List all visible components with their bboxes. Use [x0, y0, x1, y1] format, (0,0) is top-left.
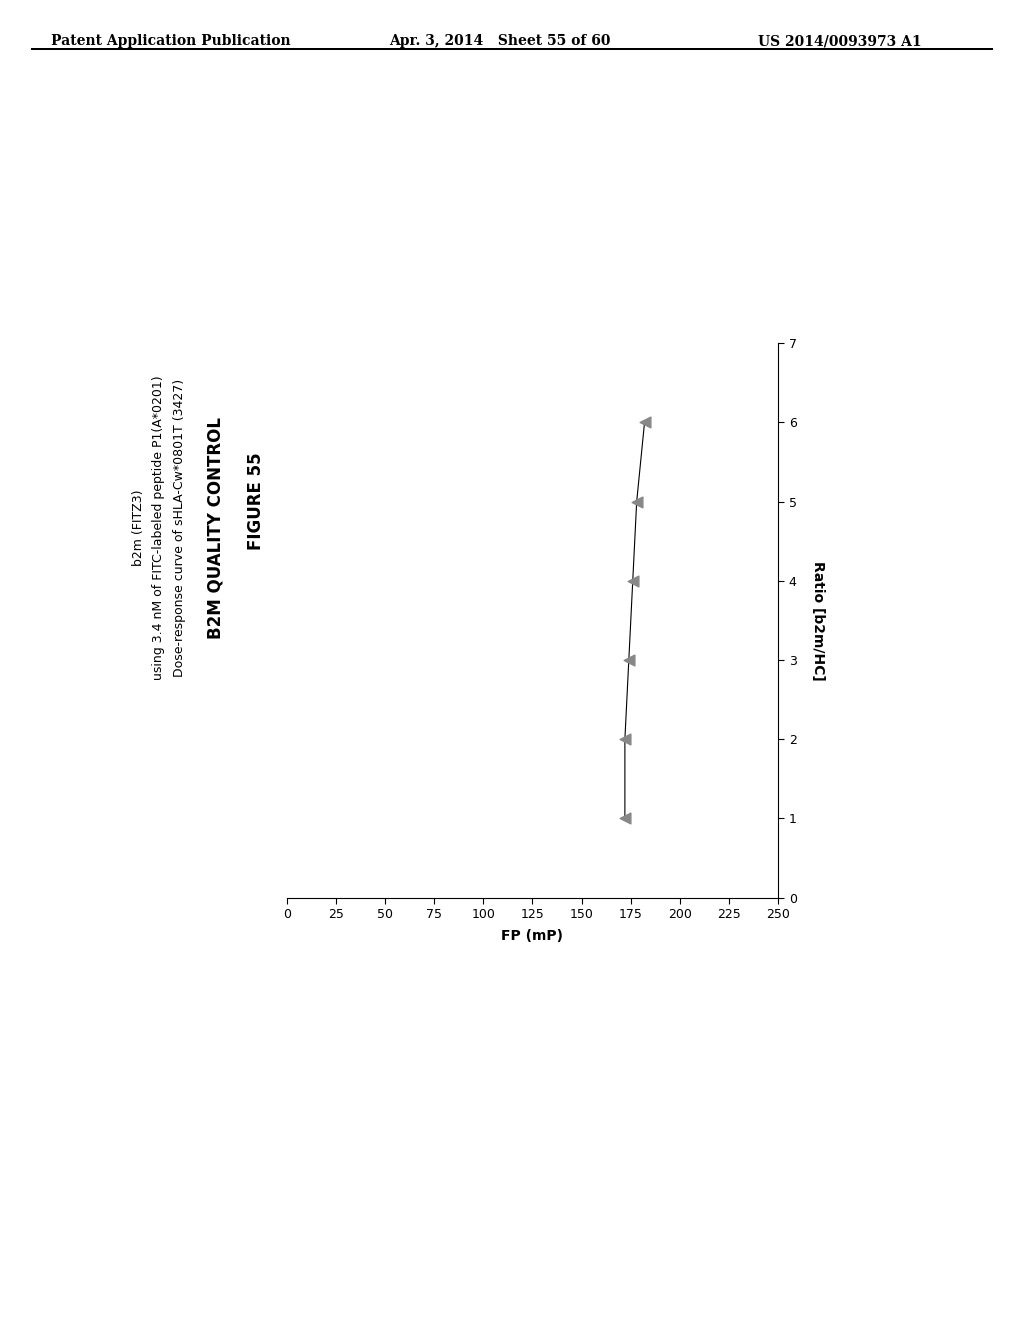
Point: [636, 412, 652, 433]
Text: using 3.4 nM of FITC-labeled peptide P1(A*0201): using 3.4 nM of FITC-labeled peptide P1(…: [153, 376, 165, 680]
Text: US 2014/0093973 A1: US 2014/0093973 A1: [758, 34, 922, 49]
X-axis label: FP (mP): FP (mP): [502, 929, 563, 944]
Text: b2m (FITZ3): b2m (FITZ3): [132, 490, 144, 566]
Text: Dose-response curve of sHLA-Cw*0801T (3427): Dose-response curve of sHLA-Cw*0801T (34…: [173, 379, 185, 677]
Point: [625, 570, 641, 591]
Point: [616, 729, 633, 750]
Point: [621, 649, 637, 671]
Text: Patent Application Publication: Patent Application Publication: [51, 34, 291, 49]
Y-axis label: Ratio [b2m/HC]: Ratio [b2m/HC]: [811, 561, 824, 680]
Text: FIGURE 55: FIGURE 55: [247, 453, 265, 550]
Text: B2M QUALITY CONTROL: B2M QUALITY CONTROL: [206, 417, 224, 639]
Text: Apr. 3, 2014   Sheet 55 of 60: Apr. 3, 2014 Sheet 55 of 60: [389, 34, 610, 49]
Point: [629, 491, 645, 512]
Point: [616, 808, 633, 829]
